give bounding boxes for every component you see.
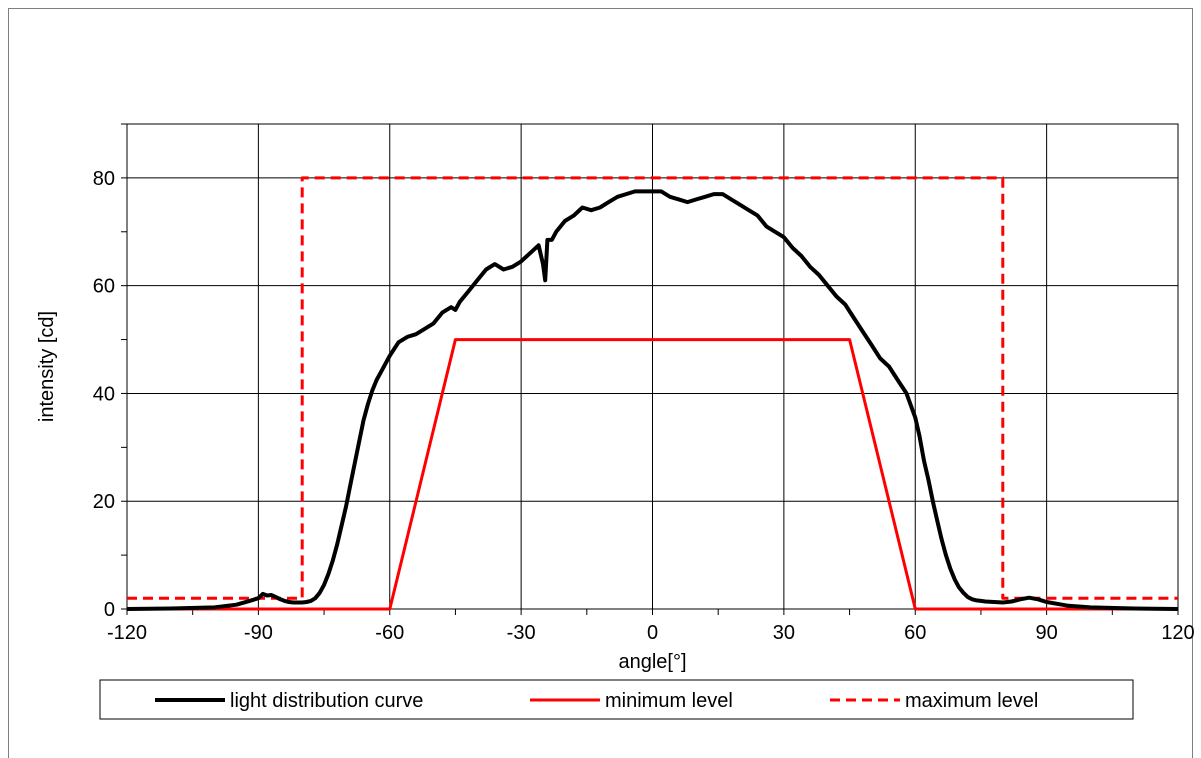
legend-label-0: light distribution curve — [230, 690, 423, 712]
y-tick-label: 0 — [104, 599, 115, 621]
x-tick-label: -60 — [375, 622, 404, 644]
legend-label-2: maximum level — [905, 690, 1038, 712]
axis-ticks — [121, 124, 1178, 615]
legend-label-1: minimum level — [605, 690, 733, 712]
y-tick-label: 80 — [93, 168, 115, 190]
y-tick-label: 40 — [93, 383, 115, 405]
x-tick-label: -90 — [244, 622, 273, 644]
x-axis-title: angle[°] — [618, 651, 686, 673]
x-tick-label: 0 — [647, 622, 658, 644]
x-tick-label: 30 — [773, 622, 795, 644]
x-tick-label: -30 — [507, 622, 536, 644]
y-tick-label: 20 — [93, 491, 115, 513]
legend: light distribution curve minimum level max… — [100, 680, 1133, 719]
y-axis-title: intensity [cd] — [36, 311, 58, 422]
x-tick-label: 120 — [1161, 622, 1194, 644]
x-tick-label: 60 — [904, 622, 926, 644]
x-tick-label: 90 — [1036, 622, 1058, 644]
x-tick-label: -120 — [107, 622, 147, 644]
y-tick-label: 60 — [93, 276, 115, 298]
grid — [127, 124, 1178, 609]
